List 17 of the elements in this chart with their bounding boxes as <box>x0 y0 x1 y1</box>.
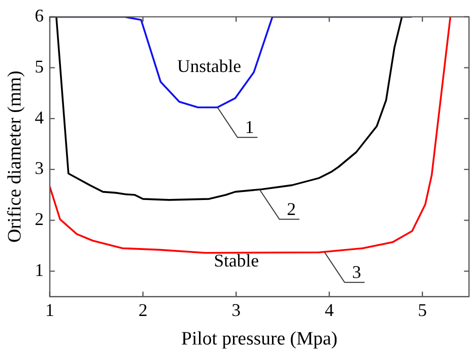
annotation: 1 <box>244 117 254 138</box>
x-tick-label: 5 <box>418 300 427 320</box>
y-tick-label: 4 <box>34 107 44 128</box>
annotation: Stable <box>214 250 259 270</box>
annotation: Unstable <box>177 56 242 76</box>
y-tick-label: 3 <box>34 158 44 178</box>
annotation: 3 <box>352 262 362 282</box>
y-axis-title: Orifice diameter (mm) <box>4 70 26 243</box>
y-tick-label: 5 <box>34 56 44 76</box>
x-tick-label: 2 <box>138 300 148 320</box>
x-tick-label: 4 <box>324 300 334 320</box>
annotation: 2 <box>286 198 296 219</box>
y-tick-label: 6 <box>34 6 44 26</box>
y-tick-label: 1 <box>34 260 44 280</box>
x-axis-title: Pilot pressure (Mpa) <box>181 328 338 350</box>
x-tick-label: 3 <box>232 300 241 320</box>
y-tick-label: 2 <box>34 209 44 230</box>
